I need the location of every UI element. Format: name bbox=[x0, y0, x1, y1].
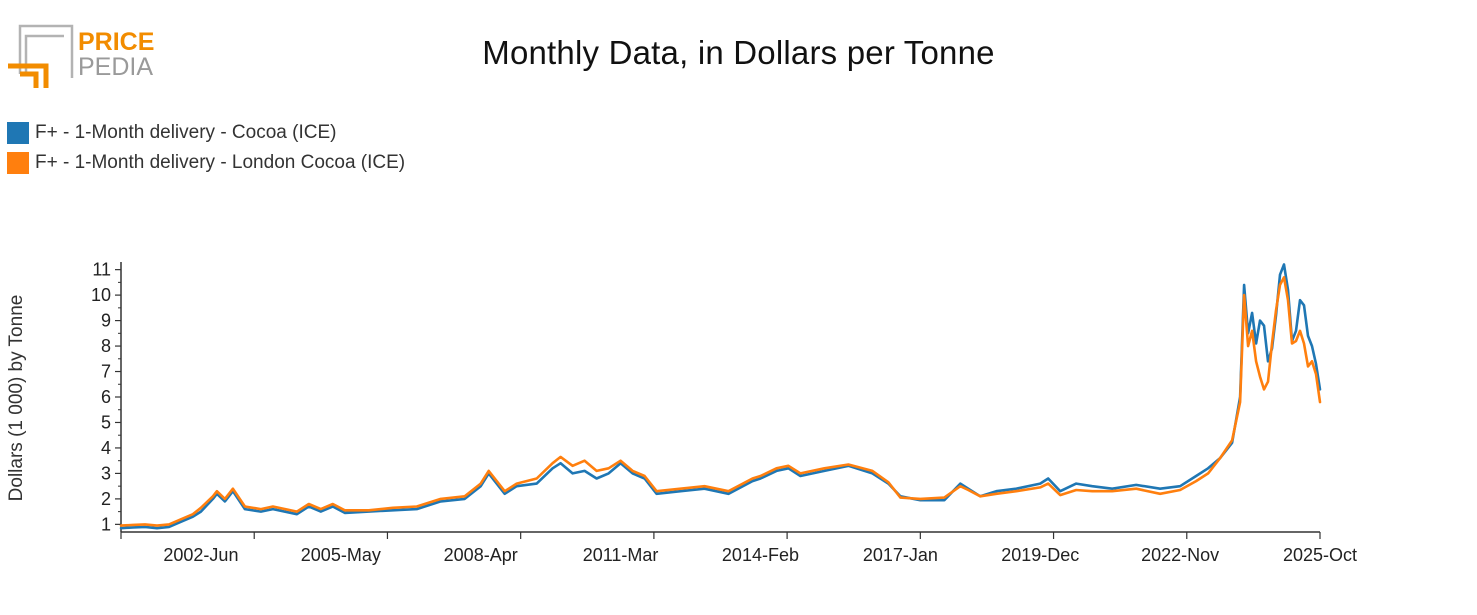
logo-frame-inner bbox=[24, 34, 64, 74]
x-tick-label: 2011-Mar bbox=[583, 545, 659, 565]
x-tick-label: 2017-Jan bbox=[863, 545, 938, 565]
logo-corner-outer bbox=[8, 63, 49, 88]
x-tick-label: 2002-Jun bbox=[163, 545, 238, 565]
legend-item-london-cocoa-ice[interactable]: F+ - 1-Month delivery - London Cocoa (IC… bbox=[7, 148, 405, 178]
logo-corner-inner bbox=[20, 71, 39, 88]
y-tick-label: 9 bbox=[101, 311, 111, 331]
legend-swatch-cocoa-ice bbox=[7, 122, 29, 144]
x-tick-label: 2025-Oct bbox=[1283, 545, 1357, 565]
chart-title: Monthly Data, in Dollars per Tonne bbox=[482, 34, 995, 71]
y-tick-label: 7 bbox=[101, 362, 111, 382]
series-layer bbox=[119, 263, 1322, 530]
series-line-london-cocoa-ice bbox=[119, 275, 1322, 527]
logo-text-pedia: PEDIA bbox=[78, 53, 153, 81]
y-tick-label: 11 bbox=[92, 260, 111, 280]
series-line-cocoa-ice bbox=[119, 263, 1322, 530]
x-tick-label: 2005-May bbox=[301, 545, 381, 565]
chart-legend: F+ - 1-Month delivery - Cocoa (ICE) F+ -… bbox=[7, 118, 405, 178]
y-tick-label: 1 bbox=[101, 514, 111, 534]
y-tick-label: 8 bbox=[101, 336, 111, 356]
y-tick-label: 5 bbox=[101, 412, 111, 432]
x-tick-label: 2022-Nov bbox=[1141, 545, 1219, 565]
legend-swatch-london-cocoa-ice bbox=[7, 152, 29, 174]
x-axis: 2002-Jun 2005-May 2008-Apr 2011-Mar 2014-Feb… bbox=[120, 531, 1357, 565]
logo-frame-outer bbox=[18, 24, 74, 78]
x-tick-label: 2019-Dec bbox=[1001, 545, 1079, 565]
logo-text-price: PRICE bbox=[78, 28, 154, 56]
legend-label-london-cocoa-ice: F+ - 1-Month delivery - London Cocoa (IC… bbox=[35, 152, 406, 173]
y-axis: 1 2 3 4 5 6 7 8 9 10 11 bbox=[91, 260, 122, 534]
y-tick-label: 6 bbox=[101, 387, 111, 407]
y-tick-label: 3 bbox=[101, 463, 111, 483]
x-tick-label: 2014-Feb bbox=[722, 545, 799, 565]
pricepedia-logo: PRICE PEDIA bbox=[6, 22, 166, 94]
y-tick-label: 4 bbox=[101, 438, 111, 458]
legend-label-cocoa-ice: F+ - 1-Month delivery - Cocoa (ICE) bbox=[35, 122, 337, 143]
y-tick-label: 2 bbox=[101, 489, 111, 509]
y-tick-label: 10 bbox=[91, 285, 111, 305]
x-tick-label: 2008-Apr bbox=[444, 545, 518, 565]
legend-item-cocoa-ice[interactable]: F+ - 1-Month delivery - Cocoa (ICE) bbox=[7, 118, 405, 148]
